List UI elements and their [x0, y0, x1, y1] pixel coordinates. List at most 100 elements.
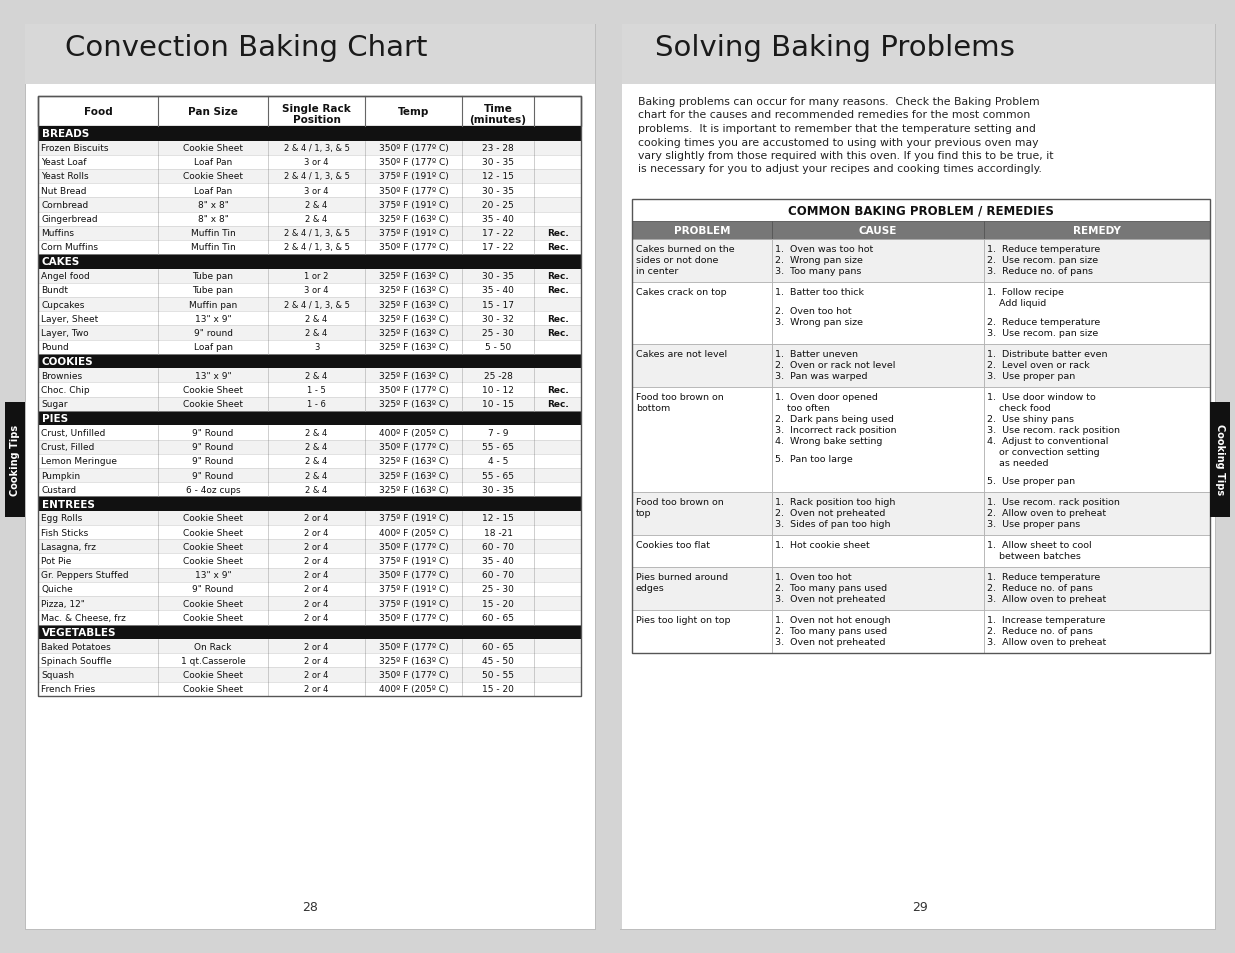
Bar	[1210, 402, 1230, 517]
Text: 375º F (191º C): 375º F (191º C)	[379, 229, 448, 238]
Text: 30 - 35: 30 - 35	[482, 187, 514, 195]
Bar	[772, 611, 984, 654]
Bar	[772, 344, 984, 387]
Text: Cookie Sheet: Cookie Sheet	[183, 400, 243, 409]
Bar	[5, 402, 25, 517]
Text: Cookie Sheet: Cookie Sheet	[183, 684, 243, 694]
Text: 2.  Too many pans used: 2. Too many pans used	[776, 584, 887, 593]
Bar	[38, 539, 580, 554]
Text: 2 or 4: 2 or 4	[304, 571, 329, 579]
Text: Muffin pan: Muffin pan	[189, 300, 237, 310]
Text: 2.  Dark pans being used: 2. Dark pans being used	[776, 415, 894, 423]
Text: 3.  Incorrect rack position: 3. Incorrect rack position	[776, 425, 897, 435]
Text: problems.  It is important to remember that the temperature setting and: problems. It is important to remember th…	[638, 124, 1036, 133]
Bar	[632, 387, 772, 493]
Text: BREADS: BREADS	[42, 129, 89, 139]
Text: 325º F (163º C): 325º F (163º C)	[379, 372, 448, 380]
Text: 13" x 9": 13" x 9"	[195, 571, 231, 579]
Bar	[38, 227, 580, 241]
Text: 1.  Use door window to
    check food: 1. Use door window to check food	[987, 393, 1095, 413]
Text: 2 & 4: 2 & 4	[305, 485, 327, 495]
Text: Baking problems can occur for many reasons.  Check the Baking Problem: Baking problems can occur for many reaso…	[638, 97, 1040, 107]
Text: 1.  Reduce temperature: 1. Reduce temperature	[987, 573, 1100, 581]
Bar	[38, 455, 580, 469]
Text: Custard: Custard	[41, 485, 77, 495]
Text: Quiche: Quiche	[41, 585, 73, 594]
Text: Lemon Meringue: Lemon Meringue	[41, 456, 117, 466]
Bar	[38, 297, 580, 312]
Text: CAUSE: CAUSE	[858, 226, 897, 235]
Bar	[38, 412, 580, 426]
Text: Gingerbread: Gingerbread	[41, 214, 98, 224]
Bar	[772, 493, 984, 536]
Text: 2 & 4 / 1, 3, & 5: 2 & 4 / 1, 3, & 5	[284, 229, 350, 238]
Text: 3.  Use recom. pan size: 3. Use recom. pan size	[987, 329, 1098, 337]
Text: Cakes crack on top: Cakes crack on top	[636, 288, 726, 296]
Text: Nut Bread: Nut Bread	[41, 187, 86, 195]
Text: Pies burned around
edges: Pies burned around edges	[636, 573, 729, 593]
Bar	[38, 312, 580, 326]
Text: Food too brown on
top: Food too brown on top	[636, 497, 724, 518]
Bar	[38, 97, 580, 696]
Text: 2 & 4: 2 & 4	[305, 372, 327, 380]
Text: Pizza, 12": Pizza, 12"	[41, 599, 85, 608]
Text: Muffins: Muffins	[41, 229, 74, 238]
Text: 1.  Distribute batter even: 1. Distribute batter even	[987, 350, 1108, 358]
Text: Cookie Sheet: Cookie Sheet	[183, 144, 243, 152]
Text: 1.  Increase temperature: 1. Increase temperature	[987, 616, 1105, 625]
Text: 2 or 4: 2 or 4	[304, 528, 329, 537]
Bar	[632, 200, 1210, 222]
Text: COOKIES: COOKIES	[42, 356, 94, 367]
Text: 1.  Batter uneven: 1. Batter uneven	[776, 350, 858, 358]
Text: 3.  Oven not preheated: 3. Oven not preheated	[776, 595, 885, 604]
Bar	[38, 127, 580, 141]
Text: PROBLEM: PROBLEM	[674, 226, 730, 235]
Text: Rec.: Rec.	[547, 314, 568, 323]
Bar	[38, 340, 580, 355]
Bar	[38, 497, 580, 512]
Text: Cooking Tips: Cooking Tips	[10, 424, 20, 495]
Text: 2.  Oven not preheated: 2. Oven not preheated	[776, 509, 885, 517]
Text: Cookie Sheet: Cookie Sheet	[183, 528, 243, 537]
Text: 2 & 4: 2 & 4	[305, 329, 327, 337]
Bar	[632, 611, 772, 654]
Bar	[600, 25, 622, 929]
Text: 2.  Reduce no. of pans: 2. Reduce no. of pans	[987, 627, 1093, 636]
Text: Food too brown on
bottom: Food too brown on bottom	[636, 393, 724, 413]
Text: Muffin Tin: Muffin Tin	[190, 243, 236, 253]
Text: Cookies too flat: Cookies too flat	[636, 541, 710, 550]
Text: 35 - 40: 35 - 40	[482, 557, 514, 565]
Text: 1 qt.Casserole: 1 qt.Casserole	[180, 656, 246, 665]
Bar	[25, 25, 595, 929]
Bar	[984, 283, 1210, 344]
Text: 3.  Sides of pan too high: 3. Sides of pan too high	[776, 519, 890, 529]
Text: 3.  Wrong pan size: 3. Wrong pan size	[776, 317, 863, 326]
Text: 29: 29	[913, 901, 927, 914]
Text: 325º F (163º C): 325º F (163º C)	[379, 286, 448, 295]
Text: Single Rack: Single Rack	[282, 104, 351, 113]
Text: 325º F (163º C): 325º F (163º C)	[379, 314, 448, 323]
Text: Cookie Sheet: Cookie Sheet	[183, 599, 243, 608]
Text: 350º F (177º C): 350º F (177º C)	[379, 542, 448, 552]
Text: 2.  Reduce no. of pans: 2. Reduce no. of pans	[987, 584, 1093, 593]
Bar	[620, 25, 1215, 85]
Text: 325º F (163º C): 325º F (163º C)	[379, 400, 448, 409]
Text: 2.  Use shiny pans: 2. Use shiny pans	[987, 415, 1074, 423]
Text: Cookie Sheet: Cookie Sheet	[183, 670, 243, 679]
Text: Time: Time	[484, 104, 513, 113]
Text: 30 - 35: 30 - 35	[482, 272, 514, 281]
Text: 5.  Pan too large: 5. Pan too large	[776, 455, 852, 464]
Bar	[984, 611, 1210, 654]
Text: 45 - 50: 45 - 50	[482, 656, 514, 665]
Text: 325º F (163º C): 325º F (163º C)	[379, 456, 448, 466]
Text: Loaf Pan: Loaf Pan	[194, 158, 232, 167]
Bar	[38, 625, 580, 639]
Text: Rec.: Rec.	[547, 272, 568, 281]
Text: 17 - 22: 17 - 22	[482, 229, 514, 238]
Text: (minutes): (minutes)	[469, 115, 526, 125]
Text: 20 - 25: 20 - 25	[482, 201, 514, 210]
Bar	[772, 387, 984, 493]
Text: Yeast Loaf: Yeast Loaf	[41, 158, 86, 167]
Text: 2.  Too many pans used: 2. Too many pans used	[776, 627, 887, 636]
Text: 2.  Oven or rack not level: 2. Oven or rack not level	[776, 360, 895, 370]
